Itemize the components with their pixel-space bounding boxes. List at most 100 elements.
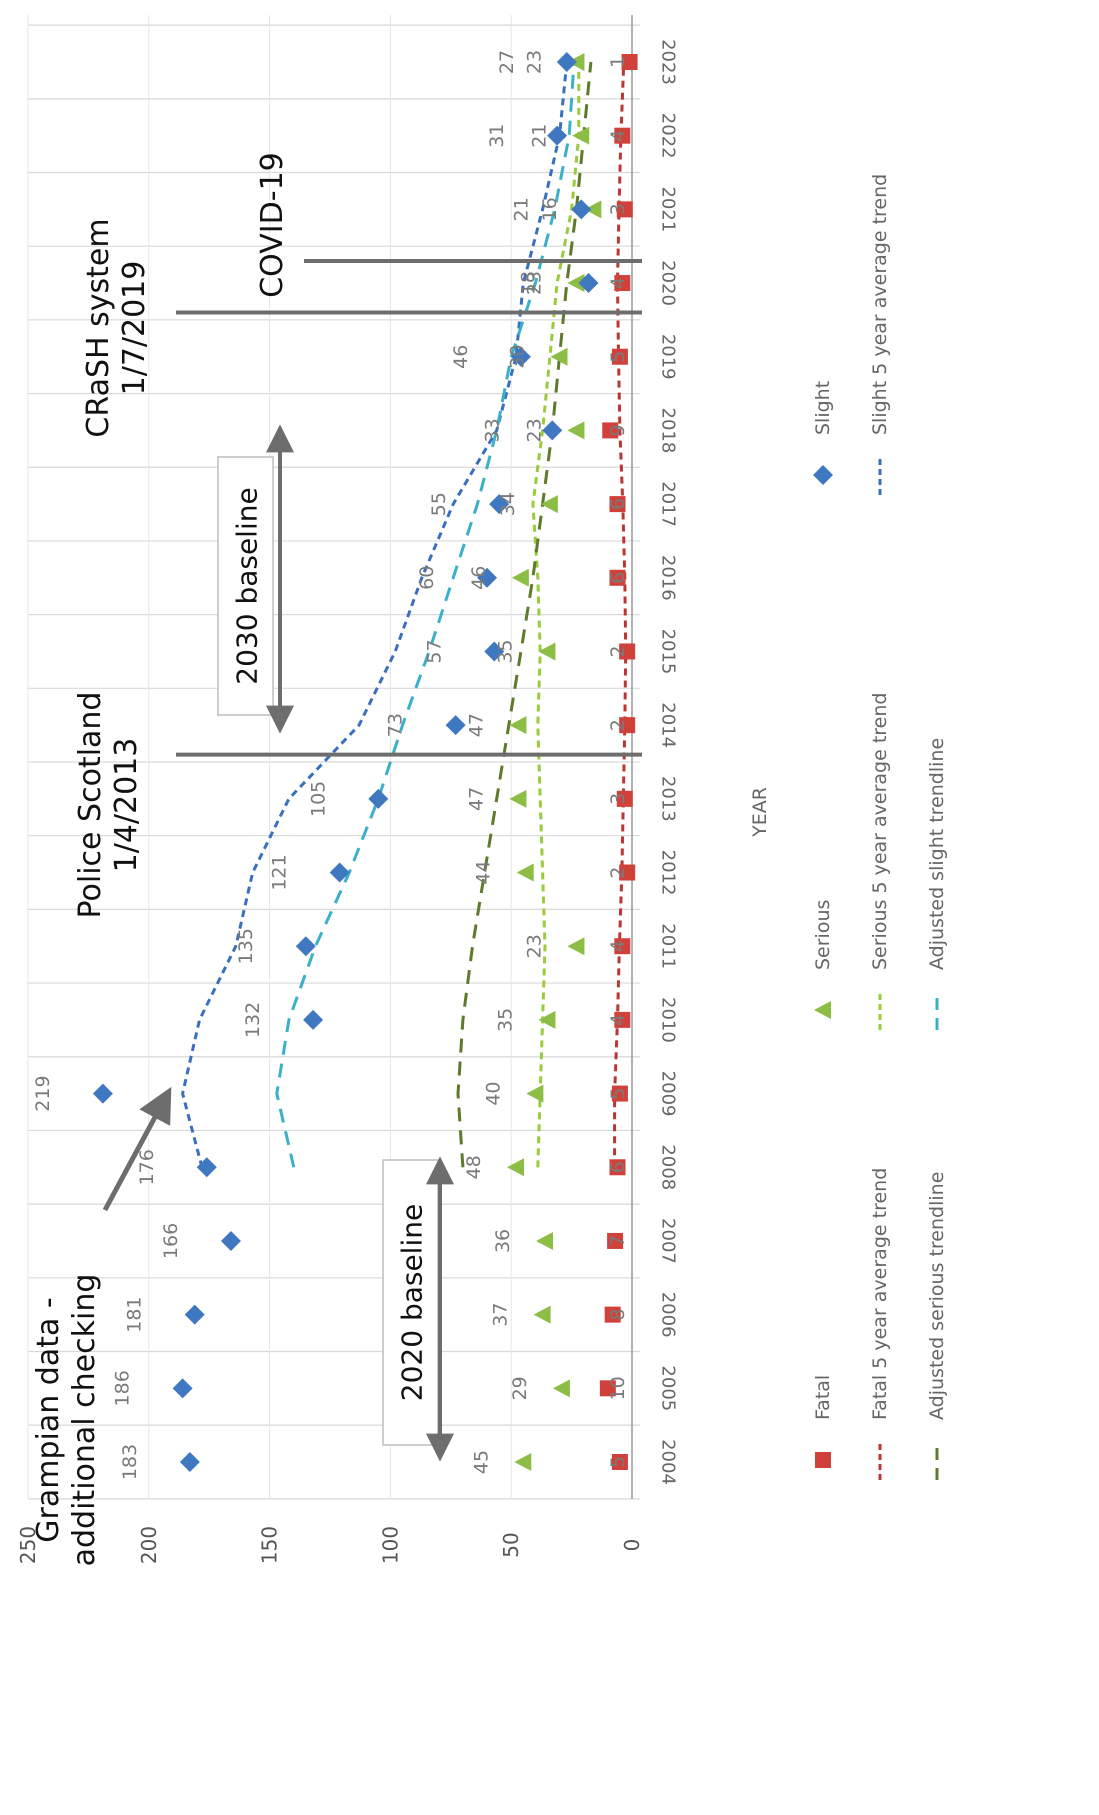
fatal-point [614, 275, 631, 292]
legend: Fatal Fatal 5 year average trend Adjusted … [812, 174, 948, 1480]
serious-point [584, 200, 602, 219]
slight-point [92, 1083, 113, 1104]
fatal-point [616, 790, 633, 807]
annotation-text: CRaSH system1/7/2019 [81, 218, 152, 437]
serious-point [572, 126, 590, 145]
year-tick-label: 2022 [658, 113, 679, 159]
fatal-point [614, 938, 631, 955]
trend-line-3 [613, 61, 628, 1168]
annotation-text: Police Scotland1/4/2013 [73, 692, 144, 919]
fatal-data-label: 2 [607, 866, 629, 878]
slight-data-label: 33 [481, 418, 503, 442]
slight-point [510, 346, 531, 367]
serious-point [509, 789, 527, 808]
legend-label: Fatal [812, 1375, 834, 1420]
serious-data-label: 37 [490, 1303, 512, 1327]
fatal-point [614, 127, 631, 144]
annotation-line: additional checking [67, 1274, 102, 1567]
trend-line-6 [456, 61, 593, 1168]
fatal-data-label: 5 [607, 351, 629, 363]
slight-data-label: 21 [510, 197, 532, 221]
fatal-data-label: 2 [607, 645, 629, 657]
axes: 0 50 100 150 200 250 2004 2005 2006 2007 2008 2009 2… [16, 15, 771, 1564]
year-tick-label: 2023 [658, 39, 679, 85]
value-tick-label: 150 [258, 1526, 282, 1564]
slight-data-label: 27 [496, 50, 518, 74]
slight-point [484, 641, 505, 662]
fatal-data-label: 4 [607, 1014, 629, 1026]
trend-line-4 [531, 62, 581, 1168]
serious-data-label: 23 [523, 271, 545, 295]
year-tick-label: 2008 [658, 1144, 679, 1190]
baseline-box [217, 456, 274, 716]
serious-point [538, 642, 556, 661]
slight-point [196, 1157, 217, 1178]
serious-data-label: 30 [507, 345, 529, 369]
slight-point [445, 715, 466, 736]
serious-point [550, 347, 568, 366]
legend-symbol [814, 1001, 831, 1019]
serious-point [533, 1305, 551, 1324]
fatal-data-label: 6 [607, 572, 629, 584]
annotation-line: 1/7/2019 [117, 261, 152, 396]
annotation-line: 1/4/2013 [109, 738, 144, 873]
legend-label: Fatal 5 year average trend [869, 1168, 891, 1420]
fatal-point [609, 1159, 626, 1176]
annotations: Grampian data -additional checking Police… [31, 152, 642, 1566]
slight-data-label: 73 [385, 713, 407, 737]
slight-data-label: 105 [307, 781, 329, 817]
trend-line-7 [275, 61, 576, 1168]
value-tick-label: 250 [16, 1526, 40, 1564]
year-tick-label: 2021 [658, 186, 679, 232]
serious-data-label: 46 [468, 566, 490, 590]
slight-data-label: 166 [160, 1223, 182, 1259]
legend-symbol [813, 465, 833, 485]
annotation-line: COVID-19 [255, 152, 290, 298]
year-tick-label: 2004 [658, 1439, 679, 1485]
serious-data-label: 47 [465, 713, 487, 737]
year-tick-label: 2018 [658, 408, 679, 454]
fatal-point [607, 1232, 624, 1249]
serious-data-label: 21 [528, 124, 550, 148]
slight-point [489, 494, 510, 515]
grampian-arrow [102, 1086, 172, 1212]
serious-data-label: 16 [539, 197, 561, 221]
fatal-point [602, 422, 619, 439]
serious-data-label: 23 [523, 418, 545, 442]
fatal-point [611, 1085, 628, 1102]
fatal-data-label: 4 [607, 130, 629, 142]
slight-point [368, 788, 389, 809]
value-tick-label: 50 [499, 1532, 523, 1557]
slight-data-label: 181 [124, 1296, 146, 1332]
trend-lines [181, 61, 628, 1168]
data-labels: 5108765442322669543414529373648403523444… [32, 50, 629, 1480]
serious-point [516, 863, 534, 882]
fatal-data-label: 5 [607, 1456, 629, 1468]
serious-data-label: 23 [523, 934, 545, 958]
fatal-data-label: 1 [607, 56, 629, 68]
serious-data-label: 44 [473, 860, 495, 884]
slight-point [184, 1304, 205, 1325]
annotation-line: CRaSH system [81, 218, 116, 437]
serious-data-label: 35 [494, 1008, 516, 1032]
value-tick-label: 0 [620, 1539, 644, 1552]
fatal-point [611, 1454, 628, 1470]
year-tick-label: 2006 [658, 1292, 679, 1338]
legend-label: Serious 5 year average trend [869, 693, 891, 970]
fatal-point [599, 1380, 616, 1397]
slight-point [542, 420, 563, 441]
fatal-data-label: 2 [607, 719, 629, 731]
fatal-point [604, 1306, 621, 1323]
fatal-data-label: 3 [607, 203, 629, 215]
serious-point [526, 1084, 544, 1103]
serious-point [567, 421, 585, 440]
baseline-label: 2030 baseline [231, 487, 264, 684]
serious-data-label: 29 [509, 1376, 531, 1400]
value-tick-label: 100 [378, 1526, 402, 1564]
year-tick-label: 2009 [658, 1071, 679, 1117]
serious-point [538, 1010, 556, 1029]
year-tick-label: 2012 [658, 850, 679, 896]
fatal-data-label: 10 [607, 1376, 629, 1400]
serious-point [536, 1231, 554, 1250]
slight-data-label: 31 [486, 124, 508, 148]
